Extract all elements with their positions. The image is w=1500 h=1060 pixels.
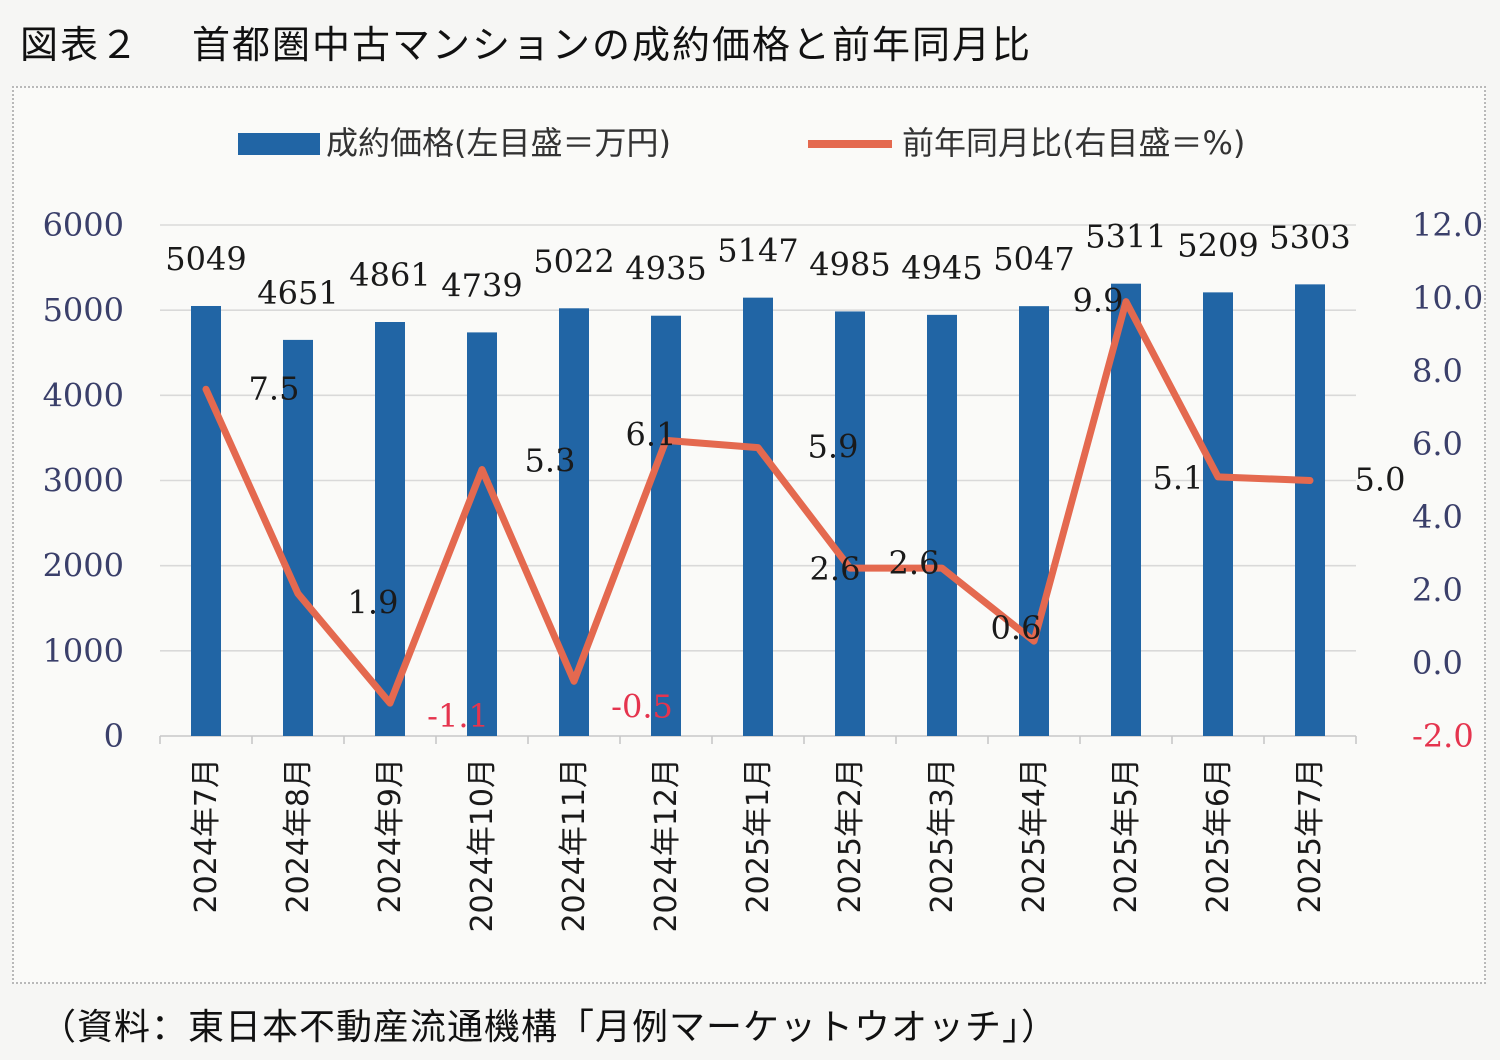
figure-title-text: 首都圏中古マンションの成約価格と前年同月比 [192,23,1033,67]
x-category-label: 2025年5月 [1109,758,1144,913]
y-left-tick-label: 1000 [43,632,124,670]
y-right-tick-label: 2.0 [1412,571,1463,609]
bar-value-label: 5303 [1269,218,1350,256]
bar [927,314,957,736]
y-right-tick-label: 6.0 [1412,425,1463,463]
bar-value-label: 4739 [441,266,522,304]
bar-value-label: 4861 [349,256,430,294]
yoy-value-label: 5.1 [1153,459,1204,497]
bar-value-label: 4935 [625,250,706,288]
yoy-point [295,590,301,597]
bar [1111,283,1141,736]
legend-label-line: 前年同月比(右目盛＝%) [902,124,1245,162]
bar-value-label: 5311 [1085,218,1166,256]
bar [1295,284,1325,736]
y-right-tick-label: 10.0 [1412,279,1483,317]
yoy-value-label: 1.9 [348,584,399,622]
source-note: （資料：東日本不動産流通機構「月例マーケットウオッチ」） [40,1007,1059,1048]
yoy-value-label: 5.0 [1355,461,1406,499]
bar [1019,306,1049,736]
y-right-tick-label: 0.0 [1412,644,1463,682]
bar [283,339,313,736]
bar-value-label: 5022 [533,242,614,280]
yoy-point [1215,473,1221,480]
bar-value-label: 4945 [901,249,982,287]
yoy-point [571,678,577,685]
yoy-value-label: 2.6 [810,550,861,588]
yoy-value-label: 5.3 [525,442,576,480]
y-right-tick-label: 12.0 [1412,206,1483,244]
yoy-point [1307,477,1313,484]
yoy-value-label: -0.5 [611,687,673,725]
bar-value-label: 4651 [257,274,338,312]
y-right-tick-label: -2.0 [1412,717,1474,755]
x-category-label: 2024年12月 [649,758,684,933]
yoy-value-label: 5.9 [808,428,859,466]
yoy-point [1031,638,1037,645]
y-right-tick-label: 8.0 [1412,352,1463,390]
x-category-label: 2024年10月 [465,758,500,933]
y-left-tick-label: 6000 [43,206,124,244]
yoy-point [663,437,669,444]
bar [835,311,865,736]
bar [191,305,221,736]
yoy-value-label: 0.6 [991,609,1042,647]
yoy-point [755,444,761,451]
yoy-value-label: 7.5 [249,369,300,407]
x-category-label: 2024年8月 [281,758,316,913]
yoy-value-label: 2.6 [889,544,940,582]
bar-value-label: 4985 [809,245,890,283]
yoy-point [479,466,485,473]
yoy-point [387,700,393,707]
yoy-point [939,565,945,572]
y-right-tick-label: 4.0 [1412,498,1463,536]
yoy-point [203,386,209,393]
x-category-label: 2025年3月 [925,758,960,913]
yoy-point [1123,298,1129,305]
yoy-value-label: -1.1 [427,697,489,735]
yoy-value-label: 9.9 [1073,282,1124,320]
y-left-tick-label: 0 [104,717,124,755]
yoy-point [847,565,853,572]
bar-value-label: 5209 [1177,226,1258,264]
x-category-label: 2024年11月 [557,758,592,933]
bar [467,332,497,736]
bar [743,297,773,736]
x-category-label: 2025年6月 [1201,758,1236,913]
x-category-label: 2025年7月 [1293,758,1328,913]
y-left-tick-label: 2000 [43,547,124,585]
x-category-label: 2025年1月 [741,758,776,913]
legend-label-bar: 成約価格(左目盛＝万円) [326,124,671,162]
yoy-value-label: 6.1 [626,415,677,453]
x-category-label: 2025年2月 [833,758,868,913]
bar [651,315,681,736]
bar [1203,292,1233,736]
bar-value-label: 5049 [165,240,246,278]
bar [375,322,405,736]
y-left-tick-label: 4000 [43,376,124,414]
figure-title: 図表２ 首都圏中古マンションの成約価格と前年同月比 [20,14,1032,69]
figure-number: 図表２ [20,23,141,67]
bar-value-label: 5147 [717,232,798,270]
x-category-label: 2025年4月 [1017,758,1052,913]
x-category-label: 2024年9月 [373,758,408,913]
bar-value-label: 5047 [993,240,1074,278]
y-left-tick-label: 3000 [43,462,124,500]
x-category-label: 2024年7月 [189,758,224,913]
y-left-tick-label: 5000 [43,291,124,329]
legend-swatch-bar [238,133,320,155]
